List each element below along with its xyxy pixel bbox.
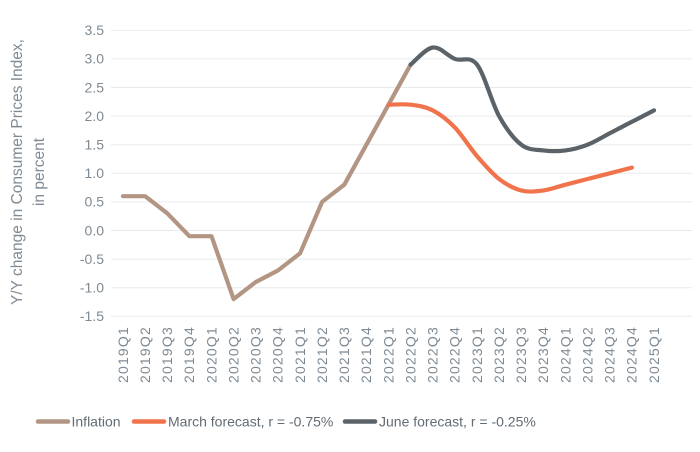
y-axis-title-line2: in percent: [31, 137, 48, 206]
x-tick-label: 2020Q2: [225, 326, 241, 383]
x-tick-label: 2020Q4: [270, 326, 286, 383]
x-tick-label: 2024Q1: [557, 326, 573, 383]
y-tick-label: 0.0: [85, 222, 105, 238]
y-tick-label: 0.5: [85, 194, 105, 210]
series-line-march-forecast: [386, 102, 634, 194]
x-tick-label: 2025Q1: [646, 326, 662, 383]
y-tick-label: 2.0: [85, 108, 105, 124]
x-tick-label: 2019Q3: [159, 326, 175, 383]
y-tick-label: 1.0: [85, 165, 105, 181]
series-lines: [120, 45, 657, 302]
x-tick-label: 2021Q2: [314, 326, 330, 383]
gridlines: [111, 29, 692, 317]
x-tick-label: 2021Q3: [336, 326, 352, 383]
y-axis-title: Y/Y change in Consumer Prices Index, in …: [9, 39, 48, 305]
x-tick-label: 2022Q2: [402, 326, 418, 383]
x-tick-label: 2024Q4: [624, 326, 640, 383]
legend-label-inflation: Inflation: [72, 414, 121, 430]
legend-label-march-forecast: March forecast, r = -0.75%: [168, 414, 333, 430]
legend: Inflation March forecast, r = -0.75% Jun…: [35, 414, 536, 430]
y-tick-label: 1.5: [85, 137, 105, 153]
x-tick-label: 2023Q3: [513, 326, 529, 383]
x-tick-label: 2023Q2: [491, 326, 507, 383]
y-tick-label: 2.5: [85, 79, 105, 95]
x-tick-label: 2019Q4: [181, 326, 197, 383]
x-tick-label: 2024Q2: [579, 326, 595, 383]
legend-label-june-forecast: June forecast, r = -0.25%: [379, 414, 536, 430]
y-tick-label: -1.5: [80, 308, 104, 324]
x-axis-labels: 2019Q1 2019Q2 2019Q3 2019Q4 2020Q1 2020Q2 2020…: [115, 326, 662, 383]
y-tick-label: 3.0: [85, 51, 105, 67]
x-tick-label: 2023Q1: [469, 326, 485, 383]
series-line-june-forecast: [408, 45, 657, 154]
x-tick-label: 2021Q1: [292, 326, 308, 383]
y-tick-label: 3.5: [85, 22, 105, 38]
x-tick-label: 2023Q4: [535, 326, 551, 383]
x-tick-label: 2020Q1: [203, 326, 219, 383]
series-line-inflation: [120, 62, 413, 302]
x-tick-label: 2019Q2: [137, 326, 153, 383]
x-tick-label: 2022Q4: [447, 326, 463, 383]
x-tick-label: 2021Q4: [358, 326, 374, 383]
x-tick-label: 2020Q3: [248, 326, 264, 383]
x-tick-label: 2024Q3: [602, 326, 618, 383]
y-tick-label: -1.0: [80, 280, 104, 296]
y-axis-labels: 3.5 3.0 2.5 2.0 1.5 1.0 0.5 0.0 -0.5 -1.0 -1.5: [80, 22, 104, 324]
x-tick-label: 2019Q1: [115, 326, 131, 383]
x-tick-label: 2022Q1: [380, 326, 396, 383]
y-axis-title-line1: Y/Y change in Consumer Prices Index,: [9, 39, 26, 305]
x-tick-label: 2022Q3: [425, 326, 441, 383]
y-tick-label: -0.5: [80, 251, 104, 267]
